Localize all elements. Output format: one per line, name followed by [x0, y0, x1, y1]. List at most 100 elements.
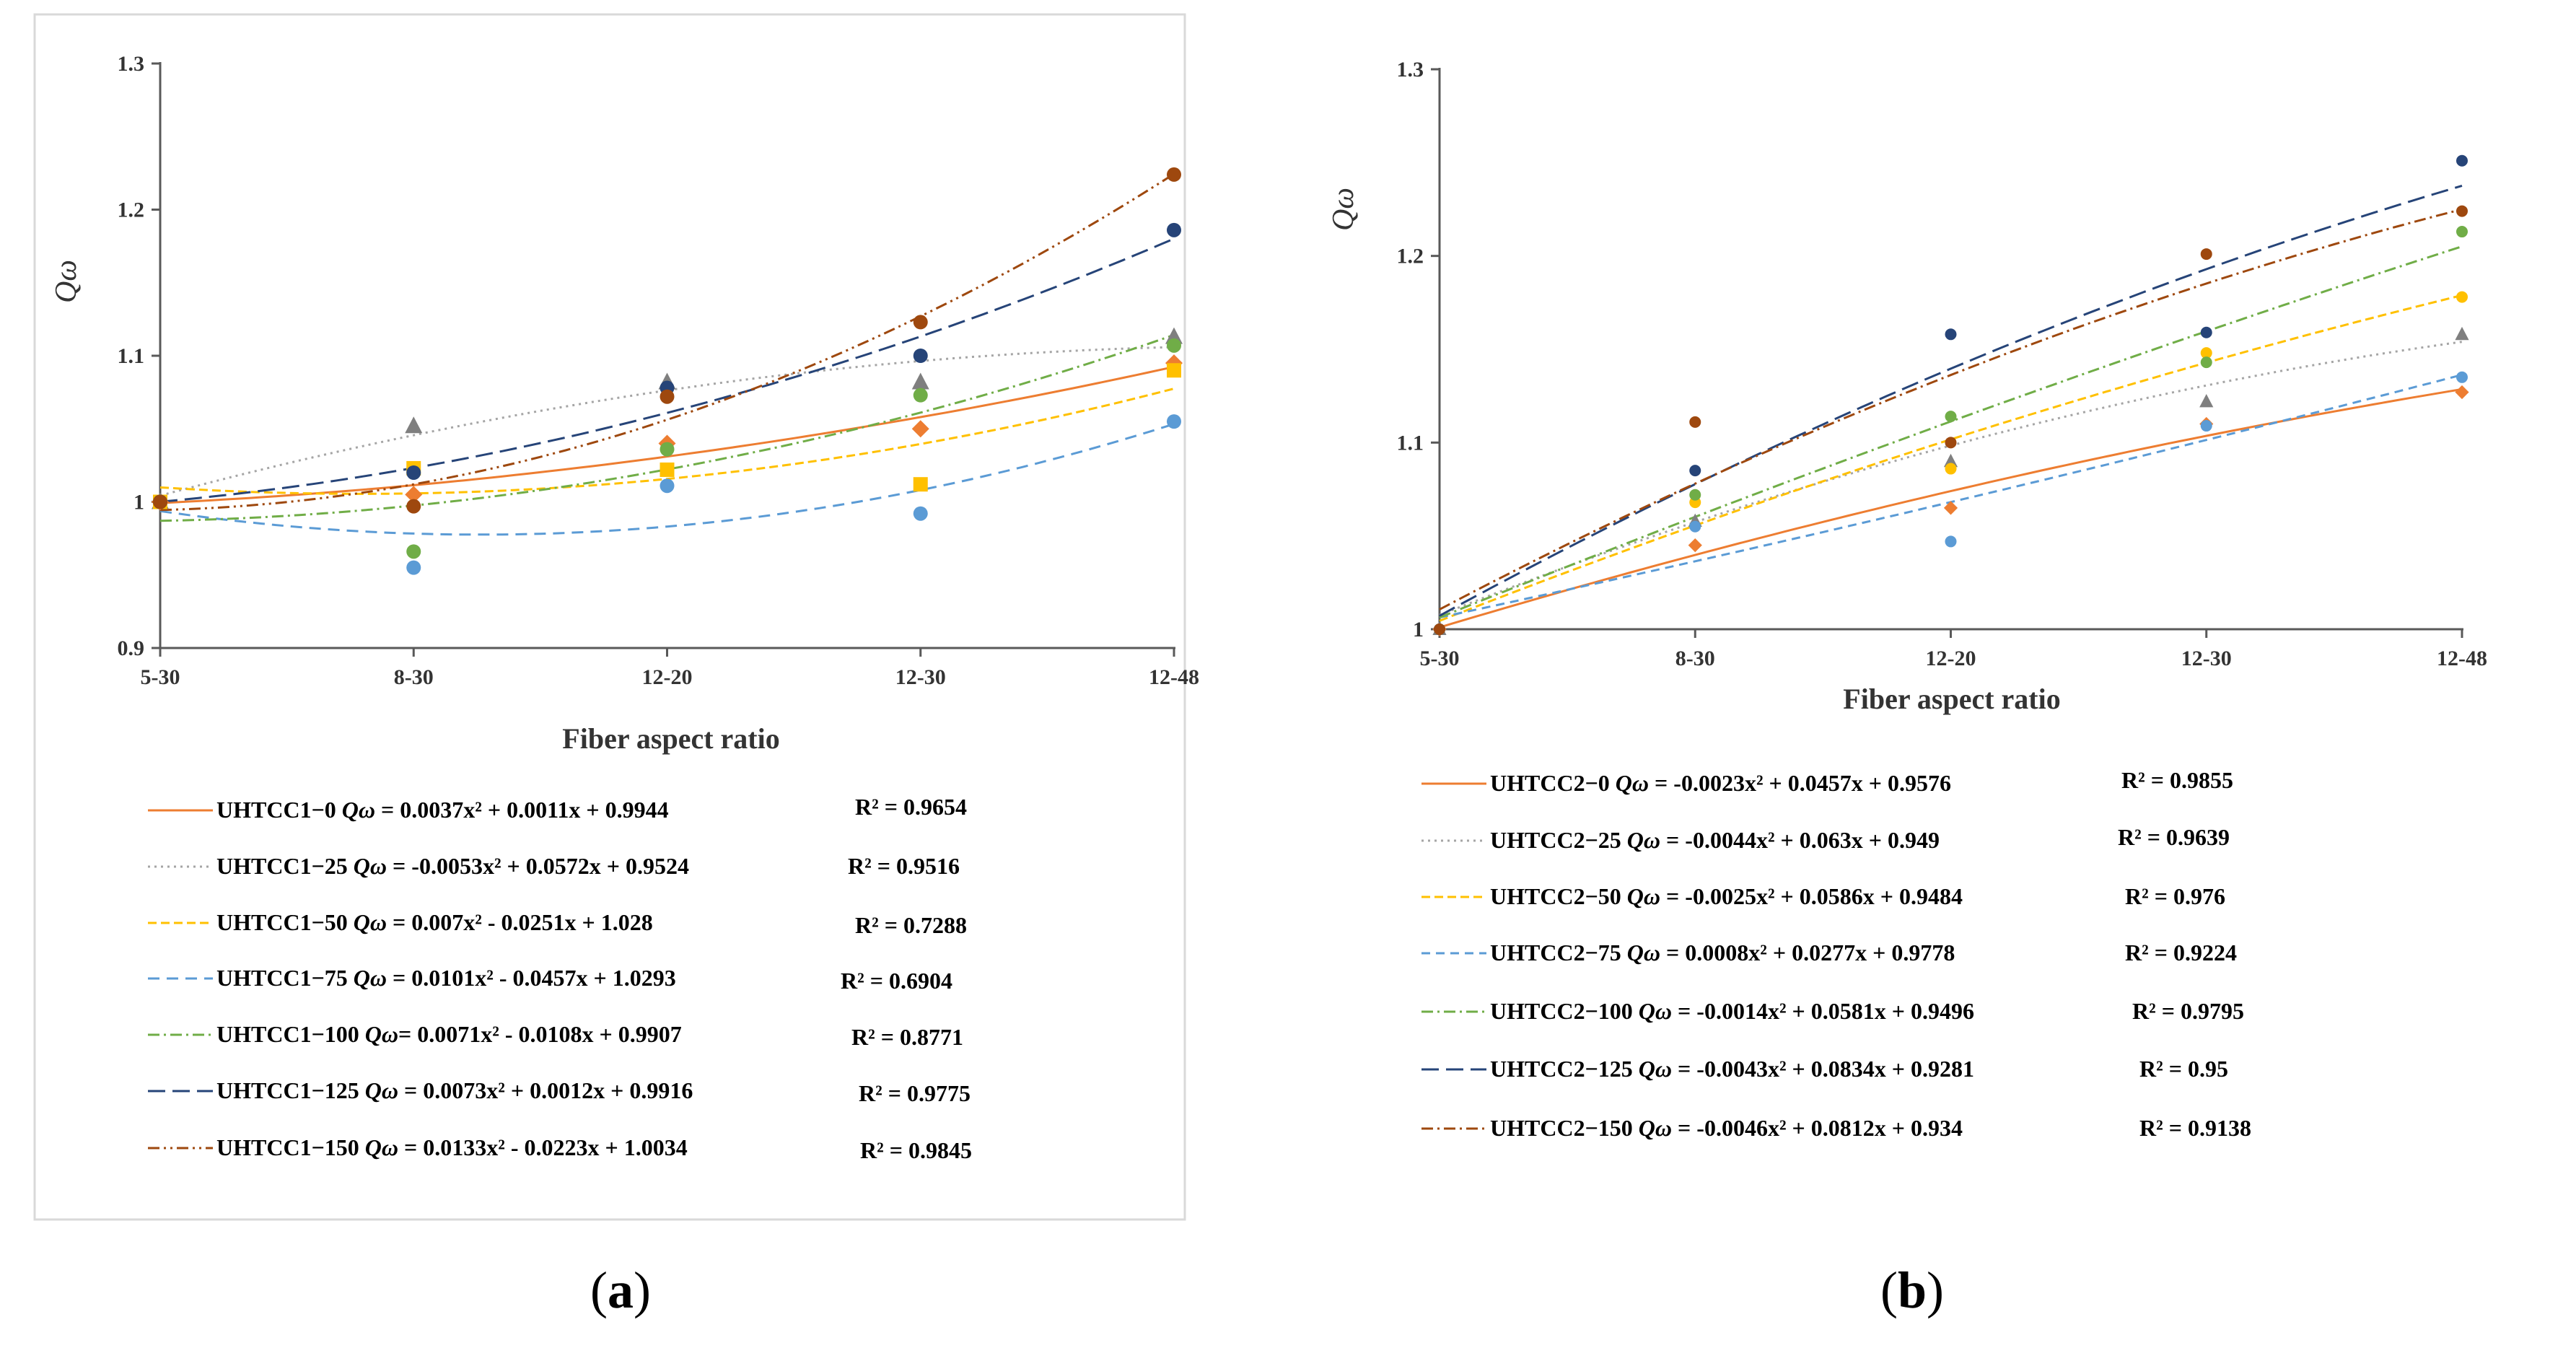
data-point-UHTCC2−100: [2456, 226, 2468, 238]
legend-eq-symbol: Qω: [1627, 827, 1660, 853]
data-point-UHTCC2−75: [1945, 535, 1957, 548]
legend-equation: = -0.0044x² + 0.063x + 0.949: [1660, 827, 1940, 853]
legend-entry: UHTCC2−150 Qω = -0.0046x² + 0.0812x + 0.…: [1490, 1115, 1963, 1141]
data-point-UHTCC2−125: [1945, 328, 1957, 341]
legend-r2: R² = 0.9845: [860, 1137, 972, 1163]
legend-equation: = 0.0037x² + 0.0011x + 0.9944: [375, 797, 669, 823]
legend-equation: = 0.0071x² - 0.0108x + 0.9907: [398, 1021, 682, 1047]
legend-eq-symbol: Qω: [1627, 883, 1660, 909]
data-point-UHTCC2−75: [2200, 420, 2212, 432]
x-tick-label: 12-48: [2437, 647, 2487, 670]
x-axis-title: Fiber aspect ratio: [562, 722, 779, 755]
legend-entry: UHTCC1−0 Qω = 0.0037x² + 0.0011x + 0.994…: [216, 797, 669, 823]
legend-name: UHTCC2−100: [1490, 998, 1639, 1024]
legend-r2: R² = 0.9654: [855, 794, 967, 820]
data-point-UHTCC2−125: [2456, 154, 2468, 167]
legend-eq-symbol: Qω: [1616, 770, 1649, 796]
data-point-UHTCC1−0: [405, 486, 423, 504]
legend-eq-symbol: Qω: [365, 1134, 398, 1160]
data-point-UHTCC2−100: [1945, 411, 1957, 423]
data-point-UHTCC1−125: [1167, 222, 1181, 237]
legend-name: UHTCC2−150: [1490, 1115, 1639, 1141]
data-point-UHTCC1−25: [911, 372, 929, 390]
legend-eq-symbol: Qω: [1639, 998, 1672, 1024]
x-tick-label: 5-30: [1420, 647, 1460, 670]
y-tick-label: 1.3: [118, 52, 145, 76]
data-point-UHTCC1−50: [660, 462, 675, 477]
trendline-UHTCC1−75: [159, 423, 1175, 536]
trendline-UHTCC1−150: [159, 172, 1175, 512]
legend-equation: = -0.0014x² + 0.0581x + 0.9496: [1672, 998, 1974, 1024]
legend-equation: = 0.007x² - 0.0251x + 1.028: [387, 909, 653, 935]
y-tick-label: 1.2: [1397, 245, 1424, 268]
data-point-UHTCC2−125: [1689, 465, 1701, 477]
chart-b: 1 1.1 1.2 1.3 5-30 8-30 12-20 12-30 12-48 Fiber a…: [1327, 58, 2487, 1319]
legend-entry: UHTCC2−25 Qω = -0.0044x² + 0.063x + 0.94…: [1490, 827, 1940, 853]
legend-entry: UHTCC1−50 Qω = 0.007x² - 0.0251x + 1.028: [216, 909, 653, 935]
trendline-UHTCC1−125: [159, 237, 1175, 503]
data-point-UHTCC2−100: [2200, 356, 2212, 369]
data-point-UHTCC2−50: [2200, 347, 2212, 359]
data-point-UHTCC2−25: [2455, 326, 2469, 341]
y-tick-label: 1.1: [1397, 431, 1424, 455]
legend-r2: R² = 0.6904: [841, 968, 952, 994]
data-point-UHTCC2−150: [1434, 623, 1445, 635]
data-point-UHTCC1−100: [1167, 338, 1181, 353]
data-point-UHTCC1−150: [660, 389, 675, 404]
legend-equation: = -0.0046x² + 0.0812x + 0.934: [1672, 1115, 1963, 1141]
x-tick-label: 12-20: [1926, 647, 1976, 670]
y-tick-label: 0.9: [118, 636, 145, 660]
x-tick-label: 12-48: [1149, 665, 1199, 689]
data-point-UHTCC1−50: [913, 477, 928, 492]
legend-name: UHTCC2−125: [1490, 1056, 1639, 1082]
trendline-UHTCC2−50: [1439, 294, 2463, 622]
legend-r2: R² = 0.8771: [851, 1024, 963, 1050]
y-axis-title: Qω: [1327, 188, 1360, 231]
data-point-UHTCC1−75: [406, 560, 421, 575]
data-point-UHTCC1−50: [1167, 363, 1181, 378]
legend-r2: R² = 0.976: [2125, 883, 2225, 909]
legend-equation: = 0.0101x² - 0.0457x + 1.0293: [387, 965, 676, 991]
legend-r2: R² = 0.9795: [2132, 998, 2244, 1024]
trendline-UHTCC1−0: [159, 365, 1175, 504]
legend-eq-symbol: Qω: [1639, 1115, 1672, 1141]
trendline-UHTCC2−150: [1439, 208, 2463, 610]
x-tick-label: 12-20: [642, 665, 693, 689]
y-tick-label: 1: [133, 491, 144, 515]
legend-r2: R² = 0.7288: [855, 912, 967, 938]
legend-name: UHTCC1−50: [216, 909, 354, 935]
x-tick-label: 12-30: [2181, 647, 2232, 670]
legend-entry: UHTCC2−50 Qω = -0.0025x² + 0.0586x + 0.9…: [1490, 883, 1963, 909]
legend-name: UHTCC1−100: [216, 1021, 365, 1047]
data-point-UHTCC2−25: [1943, 453, 1958, 468]
legend-equation: = 0.0073x² + 0.0012x + 0.9916: [398, 1077, 693, 1103]
chart-frame: [33, 13, 1186, 1221]
legend-entry: UHTCC1−125 Qω = 0.0073x² + 0.0012x + 0.9…: [216, 1077, 693, 1103]
data-point-UHTCC1−75: [1167, 414, 1181, 429]
legend-r2: R² = 0.9224: [2125, 940, 2237, 966]
legend-eq-symbol: Qω: [365, 1077, 398, 1103]
x-axis-title: Fiber aspect ratio: [1843, 683, 2060, 715]
data-point-UHTCC2−125: [2200, 326, 2212, 338]
legend-eq-symbol: Qω: [1639, 1056, 1672, 1082]
data-point-UHTCC2−150: [2200, 248, 2212, 260]
panel-caption: (a): [590, 1261, 651, 1319]
x-tick-label: 5-30: [141, 665, 180, 689]
legend-name: UHTCC1−75: [216, 965, 354, 991]
data-point-UHTCC2−75: [1689, 520, 1701, 533]
data-point-UHTCC2−75: [2456, 371, 2468, 383]
y-tick-label: 1: [1413, 618, 1424, 642]
data-point-UHTCC2−0: [1943, 501, 1958, 515]
legend-name: UHTCC2−0: [1490, 770, 1616, 796]
legend-equation: = -0.0025x² + 0.0586x + 0.9484: [1660, 883, 1963, 909]
trendline-UHTCC1−25: [159, 346, 1175, 497]
legend-r2: R² = 0.9639: [2118, 824, 2230, 850]
data-point-UHTCC1−150: [1167, 167, 1181, 182]
legend-r2: R² = 0.9775: [859, 1080, 971, 1106]
legend-r2: R² = 0.9855: [2121, 767, 2233, 793]
data-point-UHTCC1−100: [406, 544, 421, 559]
data-point-UHTCC2−50: [2456, 291, 2468, 303]
legend-r2: R² = 0.9138: [2139, 1115, 2251, 1141]
data-point-UHTCC1−75: [660, 478, 675, 494]
